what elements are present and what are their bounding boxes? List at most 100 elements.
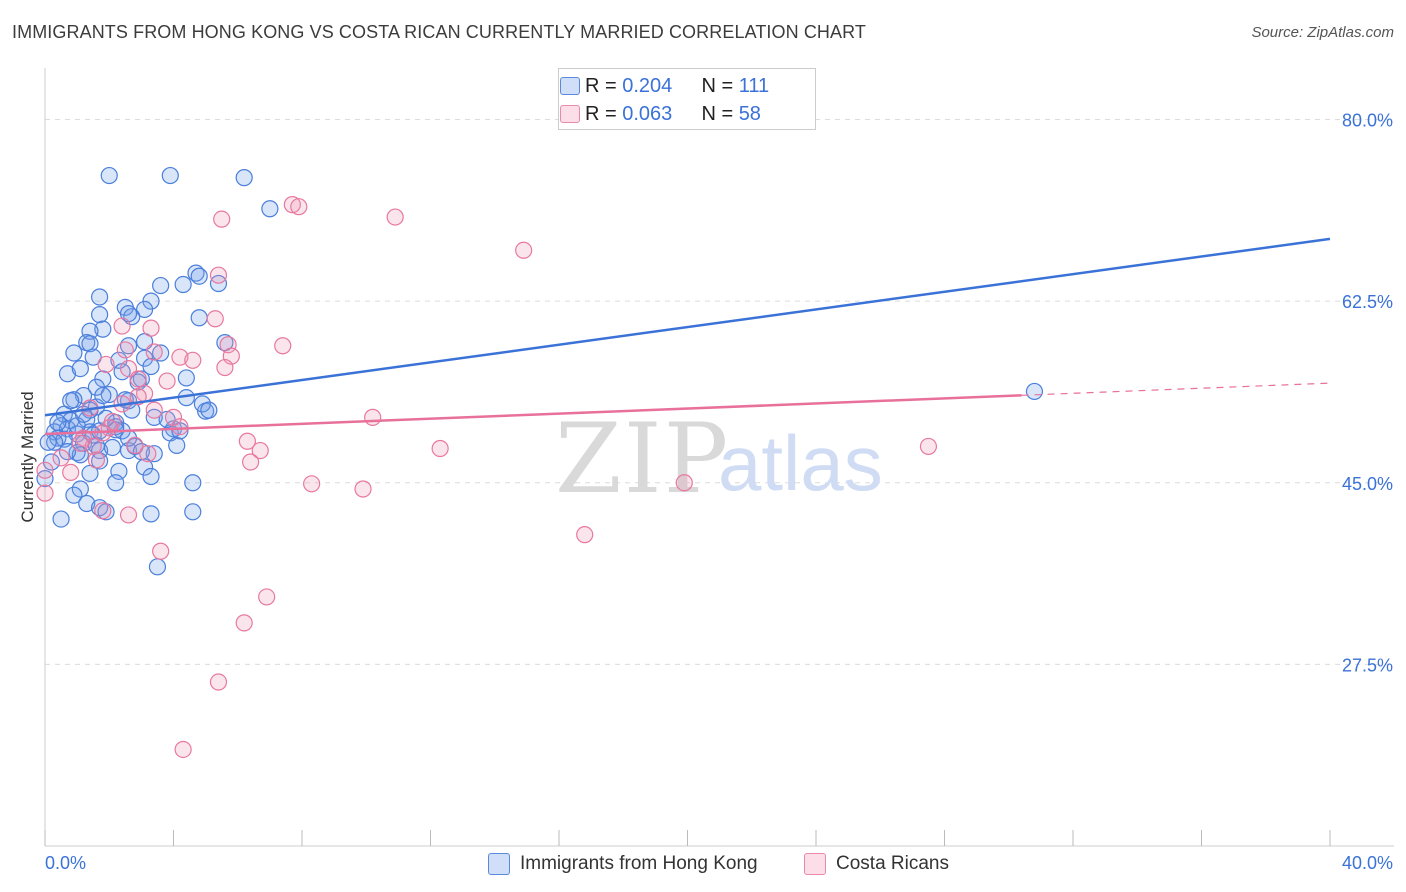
point-costa-rican xyxy=(84,437,102,456)
point-hong-kong xyxy=(49,413,67,432)
y-tick-label: 45.0% xyxy=(1342,474,1393,494)
x-tick-label: 40.0% xyxy=(1342,853,1393,873)
point-hong-kong xyxy=(148,558,167,576)
point-costa-rican xyxy=(142,319,160,337)
point-hong-kong xyxy=(84,348,102,366)
point-hong-kong xyxy=(94,320,112,338)
bottom-legend-swatch-blue xyxy=(488,853,510,875)
point-hong-kong xyxy=(174,275,192,294)
point-hong-kong xyxy=(39,433,57,451)
point-hong-kong xyxy=(91,306,109,324)
point-hong-kong xyxy=(142,467,160,486)
point-hong-kong xyxy=(65,344,83,362)
point-hong-kong xyxy=(71,359,89,378)
point-costa-rican xyxy=(145,343,163,361)
point-costa-rican xyxy=(174,740,192,759)
trend-line-hong-kong xyxy=(44,237,1331,417)
source-label: Source: ZipAtlas.com xyxy=(1251,24,1394,41)
point-costa-rican xyxy=(171,418,189,436)
point-costa-rican xyxy=(515,241,533,259)
point-costa-rican xyxy=(139,445,157,463)
point-hong-kong xyxy=(177,369,195,387)
point-costa-rican xyxy=(36,484,54,502)
point-costa-rican xyxy=(238,432,256,450)
point-costa-rican xyxy=(576,526,594,544)
trend-line-costa-rican xyxy=(44,394,1022,436)
point-hong-kong xyxy=(190,309,208,327)
point-costa-rican xyxy=(113,317,131,335)
trend-line-costa-rican-extrapolated xyxy=(1021,382,1331,396)
point-hong-kong xyxy=(58,443,77,461)
watermark-atlas: atlas xyxy=(718,419,883,507)
point-costa-rican xyxy=(431,439,449,458)
point-hong-kong xyxy=(78,494,96,513)
y-tick-label: 62.5% xyxy=(1342,292,1393,312)
bottom-legend-costa-rican: Costa Ricans xyxy=(804,851,949,877)
point-hong-kong xyxy=(184,503,202,521)
point-hong-kong xyxy=(94,386,112,405)
point-costa-rican xyxy=(119,506,138,524)
y-tick-label: 27.5% xyxy=(1342,655,1393,675)
bottom-legend-label-costa-rican: Costa Ricans xyxy=(836,853,949,874)
point-hong-kong xyxy=(142,505,160,523)
point-costa-rican xyxy=(251,441,269,460)
point-hong-kong xyxy=(132,443,150,461)
point-costa-rican xyxy=(129,388,147,406)
point-costa-rican xyxy=(171,348,189,366)
point-hong-kong xyxy=(145,408,163,426)
point-costa-rican xyxy=(242,453,260,471)
point-hong-kong xyxy=(187,264,205,282)
point-hong-kong xyxy=(52,510,70,528)
y-axis-label: Currently Married xyxy=(18,391,37,522)
point-costa-rican xyxy=(116,341,134,359)
point-costa-rican xyxy=(303,475,321,493)
bottom-legend-label-hong-kong: Immigrants from Hong Kong xyxy=(520,853,758,874)
point-hong-kong xyxy=(135,300,154,319)
legend-n-value-hong-kong: 111 xyxy=(738,75,770,97)
point-costa-rican xyxy=(71,434,89,452)
point-costa-rican xyxy=(283,196,301,214)
point-hong-kong xyxy=(168,436,186,454)
point-hong-kong xyxy=(58,365,77,383)
point-costa-rican xyxy=(152,542,170,560)
point-hong-kong xyxy=(235,169,253,187)
legend-r-value-costa-rican: 0.063 xyxy=(622,103,673,125)
point-hong-kong xyxy=(100,385,118,404)
point-costa-rican xyxy=(62,463,80,481)
legend-row-costa-rican: R = 0.063 N = 58 xyxy=(560,100,761,128)
y-tick-label: 80.0% xyxy=(1342,111,1393,131)
legend-r-value-hong-kong: 0.204 xyxy=(622,75,673,97)
point-costa-rican xyxy=(213,210,231,228)
point-hong-kong xyxy=(100,166,118,185)
point-costa-rican xyxy=(364,408,382,426)
point-costa-rican xyxy=(209,266,228,284)
point-hong-kong xyxy=(145,445,163,463)
point-costa-rican xyxy=(94,502,112,520)
point-costa-rican xyxy=(290,198,308,216)
point-costa-rican xyxy=(258,588,276,606)
point-costa-rican xyxy=(126,436,144,454)
point-costa-rican xyxy=(274,337,292,355)
point-hong-kong xyxy=(161,166,179,185)
point-costa-rican xyxy=(209,673,228,691)
point-hong-kong xyxy=(103,438,122,457)
legend-swatch-pink xyxy=(560,105,580,123)
point-costa-rican xyxy=(52,449,70,467)
point-costa-rican xyxy=(97,355,115,374)
legend-n-label: N = xyxy=(701,103,734,125)
legend-n-value-costa-rican: 58 xyxy=(738,103,761,125)
point-hong-kong xyxy=(152,344,170,362)
point-costa-rican xyxy=(206,310,224,328)
point-hong-kong xyxy=(152,276,170,295)
point-hong-kong xyxy=(184,474,202,492)
point-costa-rican xyxy=(919,437,938,456)
point-costa-rican xyxy=(129,370,147,388)
point-hong-kong xyxy=(71,480,89,498)
correlation-legend: R = 0.204 N = 111 R = 0.063 N = 58 xyxy=(558,68,816,130)
point-costa-rican xyxy=(675,474,693,492)
point-costa-rican xyxy=(145,401,163,419)
point-costa-rican xyxy=(158,372,176,390)
point-hong-kong xyxy=(190,267,208,285)
point-hong-kong xyxy=(62,392,80,410)
